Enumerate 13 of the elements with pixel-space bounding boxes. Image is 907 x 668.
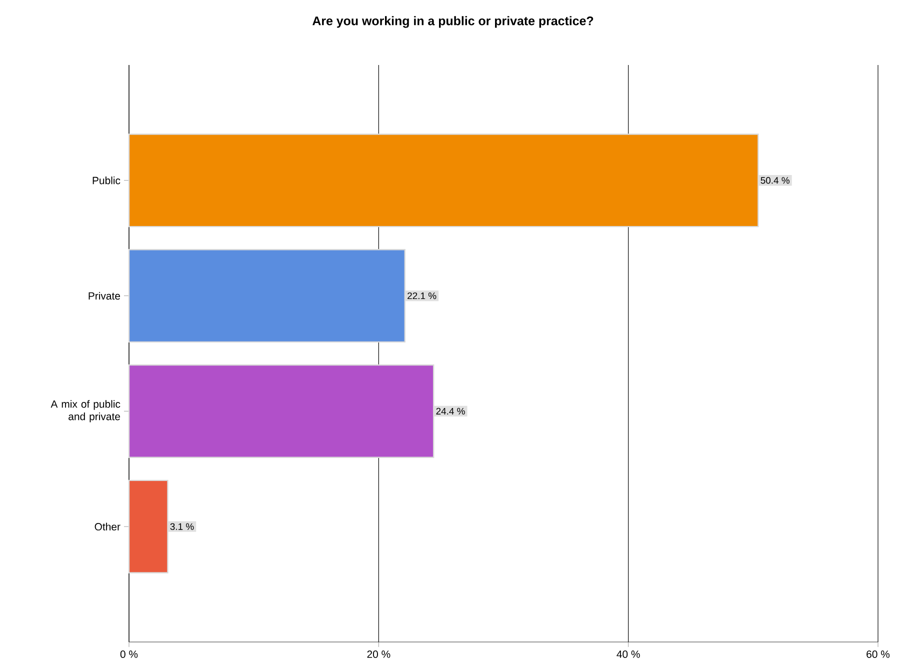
y-tick-label: A mix of public and private bbox=[50, 400, 120, 422]
data-label: 24.4 % bbox=[436, 408, 465, 415]
x-tick-label: 60 % bbox=[866, 650, 890, 658]
x-tick-label: 0 % bbox=[120, 650, 138, 658]
data-label: 50.4 % bbox=[760, 177, 790, 184]
y-tick-label: Other bbox=[94, 522, 120, 530]
chart-title: Are you working in a public or private practice? bbox=[312, 16, 594, 28]
y-tick-label: Private bbox=[88, 292, 120, 300]
x-tick-label: 20 % bbox=[367, 650, 390, 658]
data-label: 3.1 % bbox=[170, 523, 194, 530]
y-tick-label: Public bbox=[92, 176, 120, 184]
x-tick-label: 40 % bbox=[616, 650, 640, 658]
data-label: 22.1 % bbox=[408, 292, 436, 300]
